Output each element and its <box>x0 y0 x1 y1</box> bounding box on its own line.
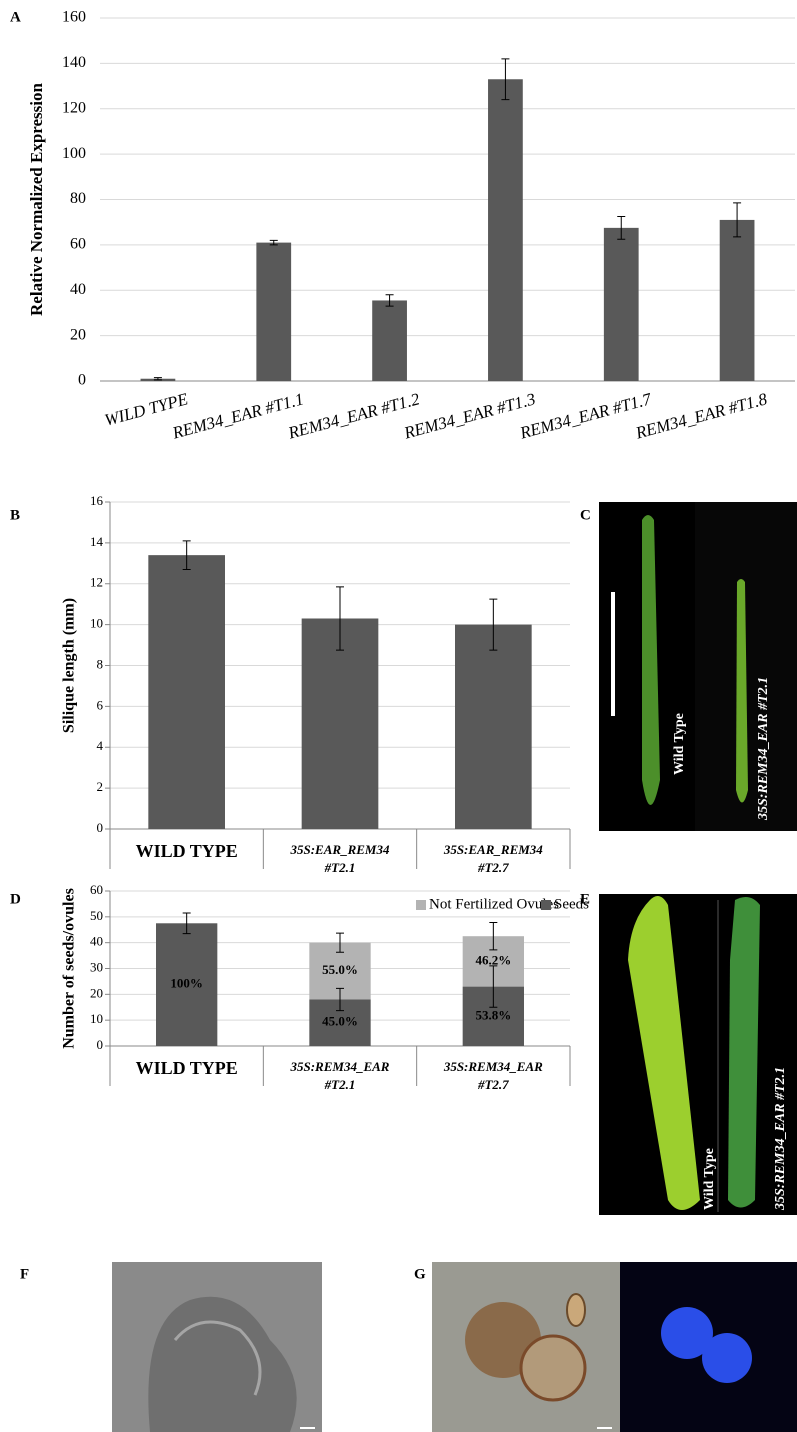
y-tick-label: 20 <box>70 326 86 343</box>
x-tick-label: WILD TYPE <box>136 1058 238 1078</box>
bar <box>455 625 532 829</box>
y-tick-label: 14 <box>90 534 104 549</box>
y-axis-title: Silique length (mm) <box>61 598 78 733</box>
pollen <box>521 1336 585 1400</box>
x-tick-label: #T2.7 <box>477 860 509 875</box>
x-tick-label: REM34_EAR #T1.8 <box>633 389 770 443</box>
y-tick-label: 0 <box>97 1037 104 1052</box>
photo-e: Wild Type 35S:REM34_EAR #T2.1 <box>599 894 797 1215</box>
segment-label: 53.8% <box>475 1007 511 1022</box>
y-tick-label: 40 <box>70 281 86 298</box>
segment-label: 45.0% <box>322 1014 358 1029</box>
legend-swatch <box>416 900 426 910</box>
bar <box>720 220 755 381</box>
x-tick-label: #T2.1 <box>324 1077 356 1092</box>
y-tick-label: 80 <box>70 190 86 207</box>
panel-letter: D <box>10 891 21 907</box>
x-tick-label: REM34_EAR #T1.3 <box>401 389 537 443</box>
y-tick-label: 10 <box>90 1011 103 1026</box>
y-tick-label: 120 <box>62 99 86 116</box>
y-tick-label: 8 <box>97 656 104 671</box>
y-tick-label: 60 <box>70 236 86 253</box>
y-tick-label: 0 <box>78 372 86 389</box>
y-tick-label: 0 <box>97 820 104 835</box>
photo-label: 35S:REM34_EAR #T2.1 <box>773 1067 788 1211</box>
y-tick-label: 16 <box>90 493 104 508</box>
x-tick-label: #T2.7 <box>477 1077 509 1092</box>
legend-label: Not Fertilized Ovules <box>429 896 559 912</box>
y-tick-label: 4 <box>97 738 104 753</box>
x-tick-label: 35S:REM34_EAR <box>290 1059 390 1074</box>
photo-label: 35S:REM34_EAR #T2.1 <box>756 677 771 821</box>
photo-label: Wild Type <box>672 713 687 775</box>
bar <box>372 300 407 381</box>
figure: Wild Type 35S:REM34_EAR #T2.1 C Wild Typ… <box>0 0 797 1432</box>
x-tick-label: 35S:REM34_EAR <box>443 1059 543 1074</box>
x-tick-label: 35S:EAR_REM34 <box>443 842 543 857</box>
y-tick-label: 30 <box>90 959 103 974</box>
segment-label: 55.0% <box>322 962 358 977</box>
photo-g <box>432 1262 797 1432</box>
x-tick-label: #T2.1 <box>324 860 356 875</box>
legend-swatch <box>541 900 551 910</box>
x-tick-label: REM34_EAR #T1.2 <box>285 389 422 443</box>
y-tick-label: 50 <box>90 908 103 923</box>
panel-letter: A <box>10 9 21 25</box>
bar <box>256 243 291 381</box>
photo-f <box>112 1262 322 1432</box>
segment-label: 100% <box>170 976 203 991</box>
y-tick-label: 20 <box>90 985 103 1000</box>
y-tick-label: 160 <box>62 9 86 26</box>
legend-label: Seeds <box>554 896 589 912</box>
panel-letter: B <box>10 507 20 523</box>
y-axis-title: Relative Normalized Expression <box>27 82 46 315</box>
y-tick-label: 100 <box>62 145 86 162</box>
x-tick-label: WILD TYPE <box>136 841 238 861</box>
photo-background <box>599 894 797 1215</box>
x-tick-label: 35S:EAR_REM34 <box>290 842 390 857</box>
panel-letter: G <box>414 1266 426 1282</box>
bar <box>604 228 639 381</box>
panel-letter: C <box>580 507 591 523</box>
bar <box>148 555 225 829</box>
y-tick-label: 10 <box>90 616 103 631</box>
y-tick-label: 12 <box>90 575 103 590</box>
y-tick-label: 140 <box>62 54 86 71</box>
y-axis-title: Number of seeds/ovules <box>61 888 78 1049</box>
y-tick-label: 2 <box>97 779 104 794</box>
photo-label: Wild Type <box>702 1148 717 1210</box>
y-tick-label: 60 <box>90 882 103 897</box>
pollen <box>567 1294 585 1326</box>
bar <box>488 79 523 381</box>
x-tick-label: REM34_EAR #T1.7 <box>517 389 655 443</box>
x-tick-label: REM34_EAR #T1.1 <box>169 389 305 443</box>
segment-label: 46.2% <box>475 952 511 967</box>
y-tick-label: 40 <box>90 934 103 949</box>
nucleus <box>702 1333 752 1383</box>
photo-c: Wild Type 35S:REM34_EAR #T2.1 <box>599 502 797 831</box>
silique <box>728 897 760 1208</box>
y-tick-label: 6 <box>97 697 104 712</box>
panel-letter: F <box>20 1266 29 1282</box>
